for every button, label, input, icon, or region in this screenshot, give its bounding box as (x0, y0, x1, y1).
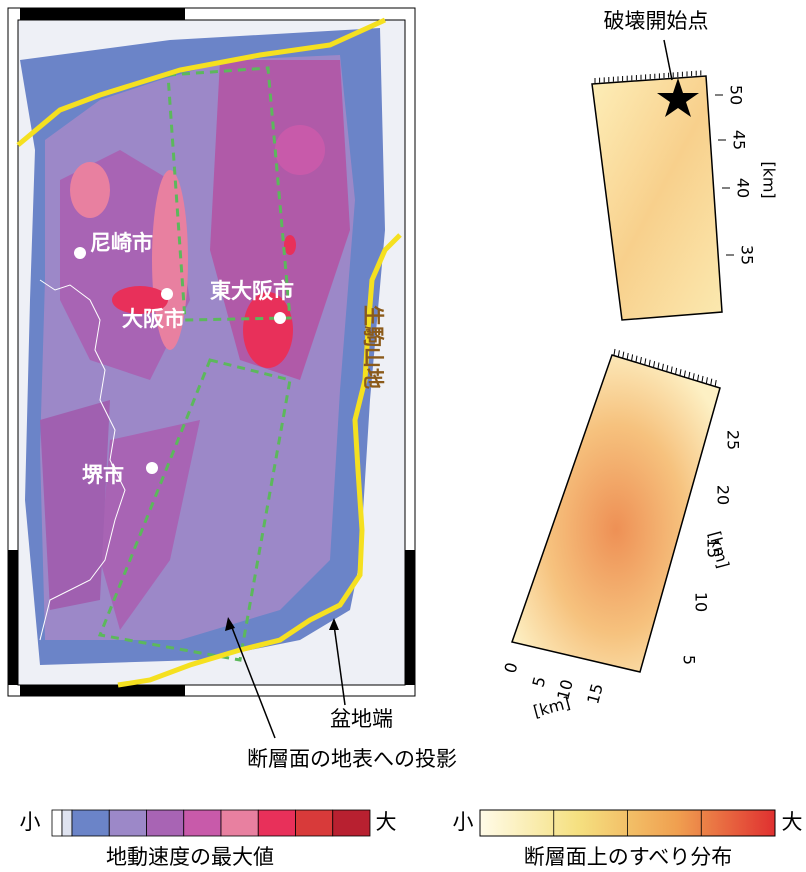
color-swatch (62, 810, 72, 836)
minor-tick (698, 375, 699, 381)
figure: 尼崎市 大阪市 東大阪市 堺市 生駒山地 盆地端 断層面の地表への投影 破壊開始… (0, 0, 806, 872)
minor-tick (645, 358, 646, 364)
frame-bar (20, 8, 185, 20)
frame-bar (20, 685, 185, 696)
minor-tick (706, 377, 707, 383)
color-swatch (109, 810, 146, 836)
map: 尼崎市 大阪市 東大阪市 堺市 生駒山地 (8, 8, 415, 696)
tick-label: 0 (501, 660, 522, 675)
minor-tick (715, 380, 716, 386)
minor-tick (640, 357, 641, 363)
legend-max: 大 (782, 810, 803, 834)
tick-label: 10 (692, 592, 711, 612)
minor-tick (662, 364, 663, 370)
pgv-region (70, 162, 110, 218)
minor-tick (654, 361, 655, 367)
minor-tick (623, 352, 624, 358)
city-dot (274, 312, 286, 324)
legend-min: 小 (20, 810, 41, 834)
city-dot (146, 462, 158, 474)
minor-tick (702, 376, 703, 382)
color-swatch (147, 810, 184, 836)
axis-unit: [km] (531, 693, 572, 721)
minor-tick (711, 379, 712, 385)
color-swatch (296, 810, 333, 836)
legend-min: 小 (453, 810, 474, 834)
city-label: 東大阪市 (210, 279, 294, 303)
fault-projection-label: 断層面の地表への投影 (247, 747, 457, 771)
minor-tick (693, 373, 694, 379)
pgv-region (40, 400, 110, 610)
color-swatch (333, 810, 370, 836)
basin-edge-label: 盆地端 (330, 707, 393, 731)
minor-tick (618, 350, 619, 356)
fault-plane (592, 76, 722, 320)
frame-bar (8, 550, 18, 685)
minor-tick (684, 371, 685, 377)
pgv-region (243, 292, 293, 368)
city-label: 尼崎市 (90, 231, 153, 255)
minor-tick (689, 372, 690, 378)
hypocenter-label: 破壊開始点 (604, 9, 709, 33)
axis-unit: [km] (705, 529, 733, 570)
minor-tick (676, 368, 677, 374)
tick-label: 15 (583, 681, 607, 706)
city-label: 堺市 (82, 463, 124, 487)
minor-tick (667, 365, 668, 371)
minor-tick (627, 353, 628, 359)
tick-label: 5 (529, 674, 550, 689)
tick-label: 5 (680, 655, 699, 665)
minor-tick (680, 369, 681, 375)
legend-max: 大 (376, 810, 397, 834)
frame-bar (405, 550, 415, 685)
legend-title: 地動速度の最大値 (106, 845, 274, 869)
tick-label: 25 (724, 430, 743, 450)
minor-tick (649, 360, 650, 366)
minor-tick (614, 349, 615, 355)
annotation-arrow (664, 40, 672, 80)
fault-plane (512, 355, 720, 672)
pgv-region (284, 235, 296, 255)
city-dot (74, 247, 86, 259)
mountain-label: 生駒山地 (361, 305, 385, 389)
tick-label: 35 (738, 245, 757, 265)
color-swatch (221, 810, 258, 836)
tick-label: 45 (730, 130, 749, 150)
tick-label: 20 (714, 485, 733, 505)
minor-tick (658, 363, 659, 369)
tick-label: 50 (727, 85, 746, 105)
color-swatch (258, 810, 295, 836)
city-label: 大阪市 (122, 307, 185, 331)
minor-tick (671, 367, 672, 373)
tick-label: 40 (734, 178, 753, 198)
color-swatch (52, 810, 62, 836)
minor-tick (632, 354, 633, 360)
legend-title: 断層面上のすべり分布 (524, 845, 733, 869)
color-swatch (184, 810, 221, 836)
pgv-region (275, 125, 325, 175)
city-dot (161, 288, 173, 300)
axis-unit: [km] (760, 161, 779, 198)
color-swatch (72, 810, 109, 836)
minor-tick (636, 356, 637, 362)
